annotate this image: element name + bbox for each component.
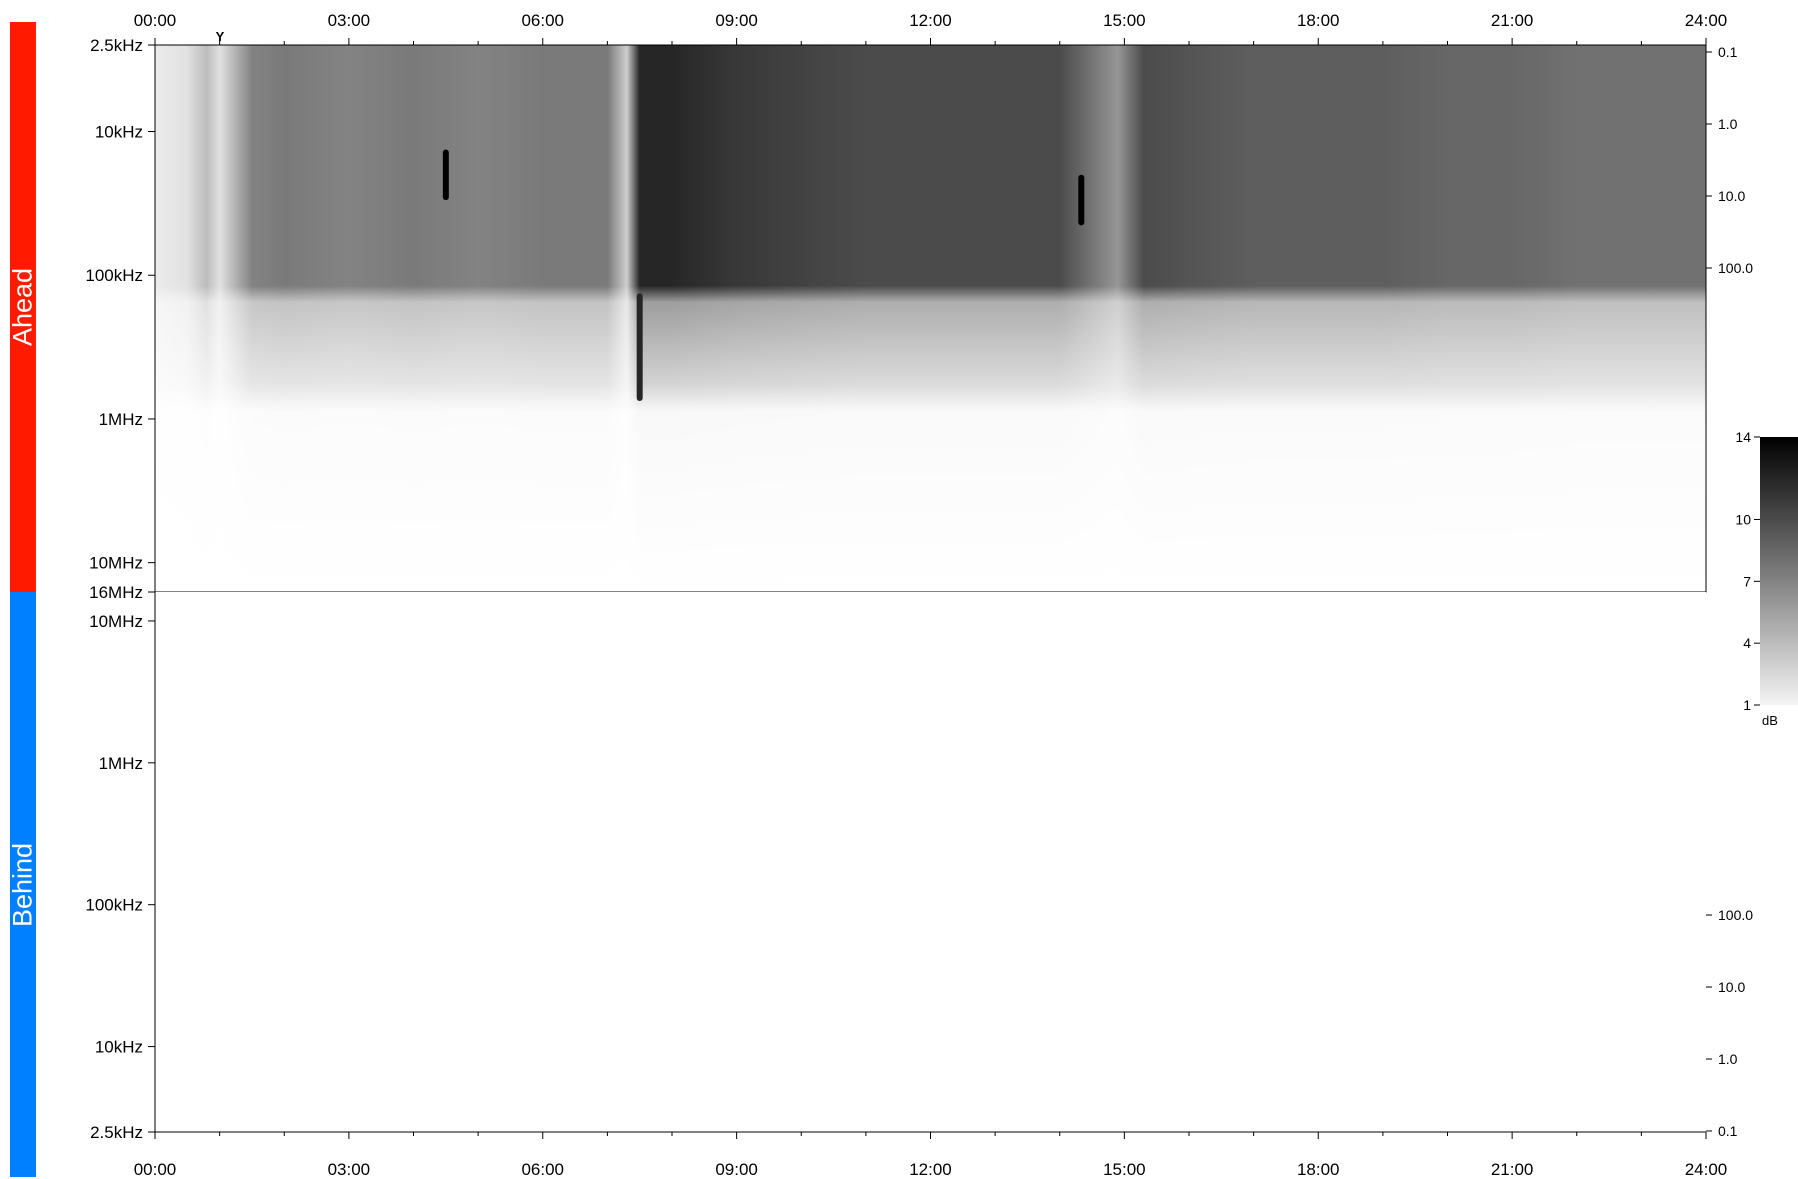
ahead-right-tick-label: 100.0 — [1718, 260, 1753, 276]
colorbar-tick-label: 10 — [1735, 511, 1751, 527]
ahead-frequency-fade — [155, 45, 1706, 592]
bottom-time-tick-label: 18:00 — [1297, 1160, 1340, 1179]
behind-right-tick-label: 0.1 — [1718, 1123, 1738, 1139]
ahead-freq-tick-label: 100kHz — [85, 266, 143, 285]
ahead-side-bar: Ahead — [7, 22, 38, 592]
ahead-frequency-axis: 2.5kHz 10kHz 100kHz 1MHz 10MHz 16MHz — [85, 36, 155, 602]
bottom-time-tick-label: 00:00 — [134, 1160, 177, 1179]
ahead-right-tick-label: 1.0 — [1718, 116, 1738, 132]
bottom-time-tick-label: 15:00 — [1103, 1160, 1146, 1179]
bottom-time-tick-label: 09:00 — [715, 1160, 758, 1179]
behind-freq-tick-label: 10kHz — [95, 1038, 143, 1057]
ahead-freq-tick-label: 2.5kHz — [90, 36, 143, 55]
top-time-tick-label: 06:00 — [521, 11, 564, 30]
bottom-time-tick-label: 24:00 — [1685, 1160, 1728, 1179]
feature-mark-3 — [1078, 174, 1085, 226]
behind-side-label: Behind — [7, 842, 38, 927]
top-time-tick-label: 18:00 — [1297, 11, 1340, 30]
ahead-right-axis: 0.1 1.0 10.0 100.0 — [1706, 44, 1753, 276]
feature-mark-2 — [636, 293, 643, 401]
behind-side-bar: Behind — [7, 592, 38, 1177]
bottom-time-tick-label: 03:00 — [328, 1160, 371, 1179]
colorbar-tick-label: 4 — [1743, 635, 1751, 651]
top-time-axis: 00:00 03:00 06:00 09:00 12:00 15:00 18:00 21:00… — [134, 11, 1728, 45]
behind-plot-background — [155, 592, 1706, 1132]
behind-right-tick-label: 10.0 — [1718, 979, 1745, 995]
top-time-tick-label: 21:00 — [1491, 11, 1534, 30]
top-time-tick-label: 15:00 — [1103, 11, 1146, 30]
colorbar-tick-label: 14 — [1735, 429, 1751, 445]
colorbar-tick-label: 7 — [1743, 573, 1751, 589]
ahead-freq-tick-label: 10MHz — [89, 554, 143, 573]
feature-mark-1 — [442, 149, 449, 201]
ahead-side-label: Ahead — [7, 267, 38, 347]
bottom-time-axis: 00:00 03:00 06:00 09:00 12:00 15:00 18:00 21:00… — [134, 1132, 1728, 1179]
bottom-time-tick-label: 21:00 — [1491, 1160, 1534, 1179]
top-time-tick-label: 00:00 — [134, 11, 177, 30]
ahead-features — [442, 149, 1085, 401]
top-time-tick-label: 03:00 — [328, 11, 371, 30]
ahead-panel: 2.5kHz 10kHz 100kHz 1MHz 10MHz 16MHz 0.1 1.0 10… — [85, 11, 1753, 602]
bottom-time-tick-label: 12:00 — [909, 1160, 952, 1179]
behind-right-tick-label: 1.0 — [1718, 1051, 1738, 1067]
ahead-right-tick-label: 10.0 — [1718, 188, 1745, 204]
behind-freq-tick-label: 2.5kHz — [90, 1123, 143, 1142]
top-time-tick-label: 24:00 — [1685, 11, 1728, 30]
behind-right-tick-label: 100.0 — [1718, 907, 1753, 923]
colorbar-ticks: 14 10 7 4 1 — [1735, 429, 1760, 713]
behind-freq-tick-label: 100kHz — [85, 896, 143, 915]
colorbar-gradient — [1760, 437, 1798, 705]
behind-frequency-axis: 2.5kHz 10kHz 100kHz 1MHz 10MHz — [85, 612, 155, 1142]
bottom-time-tick-label: 06:00 — [521, 1160, 564, 1179]
colorbar-unit: dB — [1762, 713, 1778, 728]
behind-freq-tick-label: 10MHz — [89, 612, 143, 631]
top-time-tick-label: 12:00 — [909, 11, 952, 30]
top-time-tick-label: 09:00 — [715, 11, 758, 30]
event-marker: Y — [216, 29, 225, 44]
ahead-freq-tick-label: 1MHz — [99, 410, 143, 429]
colorbar: 14 10 7 4 1 dB — [1735, 429, 1798, 728]
behind-freq-tick-label: 1MHz — [99, 754, 143, 773]
ahead-freq-tick-label: 10kHz — [95, 123, 143, 142]
behind-right-axis: 0.1 1.0 10.0 100.0 — [1706, 907, 1753, 1139]
ahead-right-tick-label: 0.1 — [1718, 44, 1738, 60]
colorbar-tick-label: 1 — [1743, 697, 1751, 713]
ahead-freq-tick-label: 16MHz — [89, 583, 143, 602]
